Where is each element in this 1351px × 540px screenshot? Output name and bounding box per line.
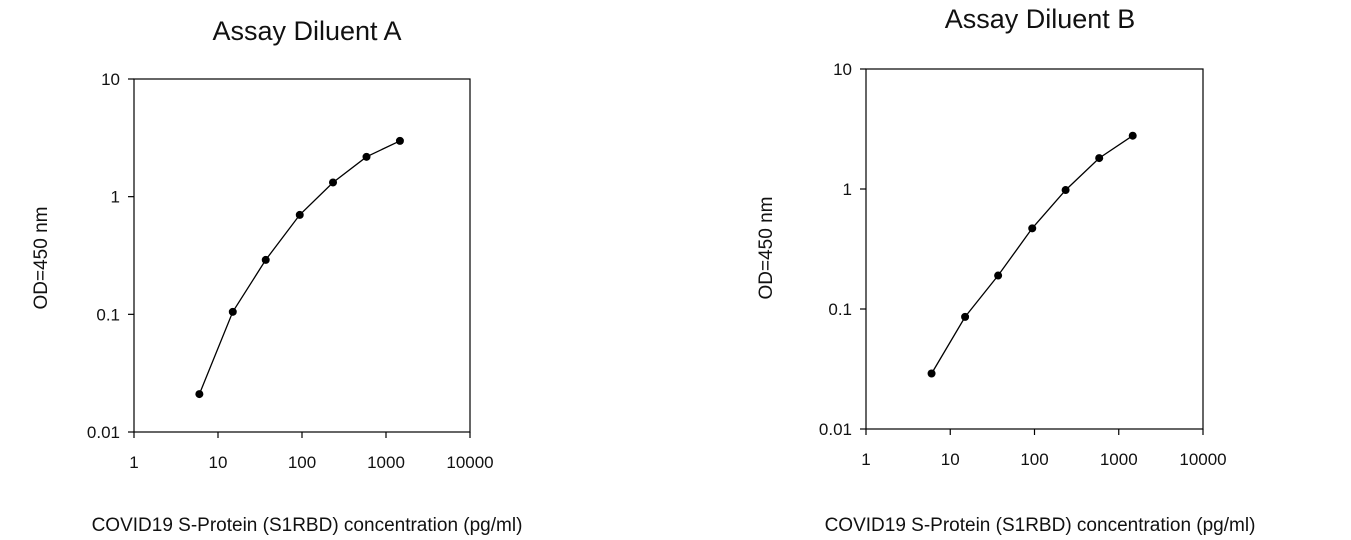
y-tick-label: 0.1 — [828, 300, 852, 319]
data-point — [329, 178, 338, 187]
data-point — [228, 307, 237, 316]
y-tick-label: 10 — [101, 70, 120, 89]
data-point — [295, 210, 304, 219]
y-tick-label: 0.01 — [819, 420, 852, 439]
plot-frame — [865, 68, 1204, 430]
y-tick-label: 10 — [833, 60, 852, 79]
data-point — [961, 312, 970, 321]
data-point — [195, 390, 204, 399]
plot-area: 1 10 100 1000 10000 10 1 0.1 0.01 — [819, 60, 1227, 469]
chart-title: Assay Diluent A — [212, 16, 401, 46]
x-tick-label: 100 — [288, 453, 316, 472]
x-tick-label: 1000 — [1100, 450, 1138, 469]
y-axis-label: OD=450 nm — [756, 197, 777, 300]
data-point — [362, 152, 371, 161]
data-point — [927, 369, 936, 378]
chart-assay-diluent-a: Assay Diluent A OD=450 nm COVID19 S-Prot… — [31, 16, 522, 536]
x-tick-label: 1 — [129, 453, 138, 472]
data-point — [261, 255, 270, 264]
x-tick-label: 10000 — [1179, 450, 1226, 469]
data-point — [1095, 154, 1104, 163]
series-line — [931, 135, 1134, 374]
x-axis-label: COVID19 S-Protein (S1RBD) concentration … — [92, 515, 523, 536]
y-tick-label: 1 — [111, 188, 120, 207]
x-tick-label: 10000 — [446, 453, 493, 472]
chart-assay-diluent-b: Assay Diluent B OD=450 nm COVID19 S-Prot… — [756, 4, 1255, 536]
chart-title: Assay Diluent B — [945, 4, 1136, 34]
y-tick-label: 1 — [843, 180, 852, 199]
data-point — [994, 271, 1003, 280]
x-axis-label: COVID19 S-Protein (S1RBD) concentration … — [825, 515, 1256, 536]
y-tick-label: 0.1 — [96, 305, 120, 324]
data-point — [1128, 131, 1137, 140]
x-tick-label: 1000 — [367, 453, 405, 472]
data-point — [1061, 186, 1070, 195]
series-line — [198, 140, 401, 395]
x-tick-label: 100 — [1020, 450, 1048, 469]
x-tick-label: 10 — [941, 450, 960, 469]
plot-frame — [133, 78, 471, 433]
x-tick-label: 1 — [861, 450, 870, 469]
y-axis-label: OD=450 nm — [31, 207, 52, 310]
x-tick-label: 10 — [209, 453, 228, 472]
plot-area: 1 10 100 1000 10000 10 1 0.1 0.01 — [87, 70, 494, 472]
y-tick-label: 0.01 — [87, 423, 120, 442]
data-point — [1028, 224, 1037, 233]
data-point — [395, 136, 404, 145]
